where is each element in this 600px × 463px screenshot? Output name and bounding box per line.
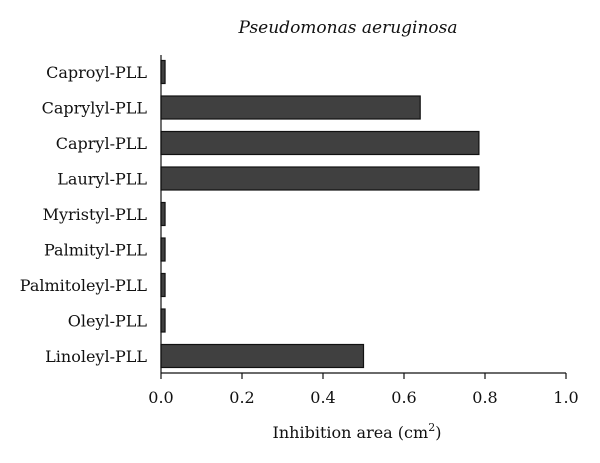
bar	[160, 272, 166, 298]
bar	[160, 343, 365, 369]
category-label: Myristyl-PLL	[43, 205, 148, 224]
x-tick-label: 1.0	[553, 388, 578, 407]
category-label: Linoleyl-PLL	[45, 347, 147, 366]
x-tick-label: 0.8	[472, 388, 497, 407]
x-axis-title-tail: )	[435, 423, 441, 442]
chart-title: Pseudomonas aeruginosa	[237, 18, 457, 38]
bar	[160, 201, 166, 227]
bar	[160, 59, 166, 85]
category-label: Caproyl-PLL	[46, 63, 147, 82]
category-label: Capryl-PLL	[56, 134, 148, 153]
x-axis: 0.0 0.2 0.4 0.6 0.8 1.0	[148, 372, 579, 407]
bars-group	[160, 59, 480, 369]
x-axis-title: Inhibition area (cm2)	[273, 421, 442, 442]
category-label: Oleyl-PLL	[68, 312, 148, 331]
x-axis-title-superscript: 2	[428, 421, 435, 434]
x-tick-label: 0.0	[148, 388, 173, 407]
bar	[160, 166, 480, 191]
bar	[160, 237, 166, 262]
x-tick-label: 0.4	[310, 388, 335, 407]
category-label: Caprylyl-PLL	[42, 99, 148, 118]
x-tick-label: 0.6	[391, 388, 416, 407]
bar	[160, 130, 480, 156]
bar	[160, 95, 421, 120]
x-axis-title-main: Inhibition area (cm	[273, 423, 429, 442]
category-label: Palmityl-PLL	[44, 241, 147, 260]
bar	[160, 308, 166, 333]
category-label: Lauryl-PLL	[57, 170, 147, 189]
category-label: Palmitoleyl-PLL	[20, 276, 148, 295]
category-labels: Caproyl-PLL Caprylyl-PLL Capryl-PLL Lauryl-…	[20, 63, 148, 366]
x-tick-label: 0.2	[229, 388, 254, 407]
